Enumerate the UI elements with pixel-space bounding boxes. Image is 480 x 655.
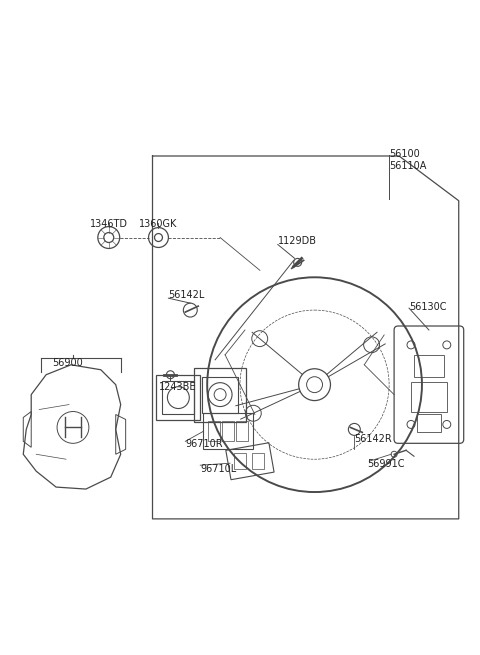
- Bar: [162, 381, 194, 415]
- Text: 56130C: 56130C: [409, 302, 446, 312]
- Bar: [208, 421, 220, 441]
- Bar: [411, 382, 447, 411]
- Bar: [194, 367, 246, 422]
- Text: 96710L: 96710L: [200, 464, 237, 474]
- Bar: [417, 415, 441, 432]
- Bar: [414, 355, 444, 377]
- Bar: [222, 421, 234, 441]
- Text: 56110A: 56110A: [389, 161, 427, 171]
- Text: 56900: 56900: [53, 358, 84, 368]
- Bar: [202, 377, 238, 413]
- Bar: [252, 453, 264, 469]
- Bar: [203, 413, 253, 449]
- Text: 56100: 56100: [389, 149, 420, 159]
- Bar: [234, 453, 246, 469]
- Text: 56142L: 56142L: [168, 290, 205, 300]
- Bar: [236, 421, 248, 441]
- Bar: [156, 375, 200, 421]
- Text: 96710R: 96710R: [185, 440, 223, 449]
- Text: 1243BE: 1243BE: [158, 382, 196, 392]
- Text: 1360GK: 1360GK: [139, 219, 178, 229]
- Text: 56142R: 56142R: [354, 434, 392, 444]
- Text: 1346TD: 1346TD: [90, 219, 128, 229]
- Text: 56991C: 56991C: [367, 459, 405, 469]
- Text: 1129DB: 1129DB: [278, 236, 317, 246]
